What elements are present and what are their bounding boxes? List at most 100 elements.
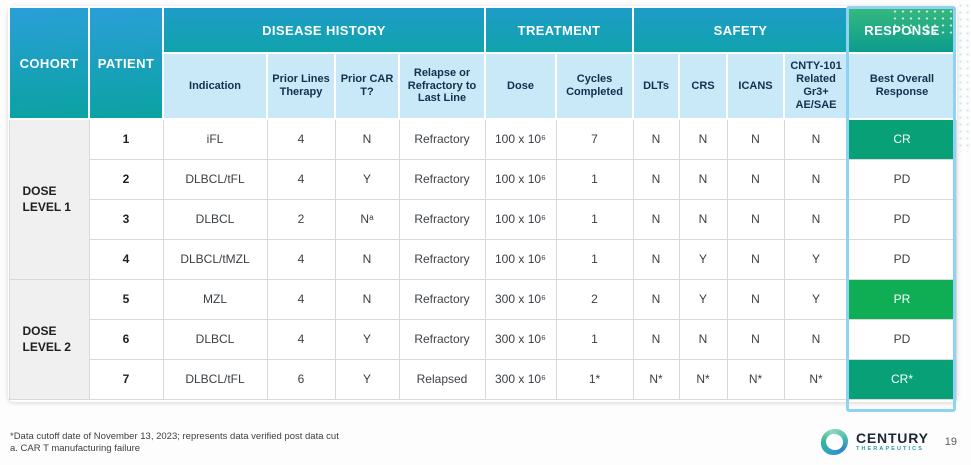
cell-indication: DLBCL <box>162 198 268 240</box>
cell-prior-cart: N <box>334 238 400 280</box>
col-header-cycles: Cycles Completed <box>554 52 635 120</box>
table-row: 3 DLBCL 2 Nᵃ Refractory 100 x 10⁶ 1 N N … <box>9 198 957 240</box>
cell-crs: N <box>678 118 728 160</box>
cell-cnty: Y <box>783 278 849 320</box>
table-row: 7 DLBCL/tFL 6 Y Relapsed 300 x 10⁶ 1* N*… <box>9 358 957 400</box>
cell-indication: DLBCL/tFL <box>162 158 268 200</box>
cell-dose: 300 x 10⁶ <box>484 278 557 320</box>
col-header-prior-lines: Prior Lines Therapy <box>266 52 336 120</box>
cell-icans: N <box>726 158 785 200</box>
cell-patient: 7 <box>88 358 164 400</box>
cell-cnty: N* <box>783 358 849 400</box>
cell-dlts: N <box>632 198 680 240</box>
col-header-crs: CRS <box>678 52 729 120</box>
cell-response: PD <box>847 198 957 240</box>
cell-prior-cart: Nᵃ <box>334 198 400 240</box>
cell-dose: 100 x 10⁶ <box>484 118 557 160</box>
cell-dlts: N* <box>632 358 680 400</box>
cell-cycles: 1 <box>555 238 634 280</box>
cell-prior-lines: 4 <box>266 278 336 320</box>
cell-dose: 300 x 10⁶ <box>484 358 557 400</box>
cell-cycles: 1 <box>555 318 634 360</box>
cell-patient: 3 <box>88 198 164 240</box>
cell-prior-cart: Y <box>334 358 400 400</box>
col-header-dose: Dose <box>484 52 557 120</box>
cell-icans: N <box>726 118 785 160</box>
patient-data-table: COHORT PATIENT DISEASE HISTORY TREATMENT… <box>8 6 958 400</box>
cell-indication: DLBCL/tMZL <box>162 238 268 280</box>
cell-cnty: N <box>783 198 849 240</box>
cell-relapse: Relapsed <box>398 358 486 400</box>
col-header-indication: Indication <box>162 52 268 120</box>
cell-cnty: Y <box>783 238 849 280</box>
logo-name: CENTURY <box>856 430 929 447</box>
group-header-response: RESPONSE <box>847 6 958 54</box>
cell-icans: N <box>726 278 785 320</box>
cell-prior-lines: 2 <box>266 198 336 240</box>
cell-relapse: Refractory <box>398 158 486 200</box>
col-header-patient: PATIENT <box>88 6 164 120</box>
group-header-disease-history: DISEASE HISTORY <box>162 6 486 54</box>
col-header-icans: ICANS <box>726 52 786 120</box>
cell-dlts: N <box>632 278 680 320</box>
col-header-best-overall: Best Overall Response <box>847 52 958 120</box>
cell-crs: N* <box>678 358 728 400</box>
col-header-relapse: Relapse or Refractory to Last Line <box>398 52 486 120</box>
cohort-label-dose-level-2: DOSE LEVEL 2 <box>8 278 90 400</box>
table-row: DOSE LEVEL 1 1 iFL 4 N Refractory 100 x … <box>8 118 957 280</box>
cell-response: CR <box>847 118 957 160</box>
page-number: 19 <box>944 436 957 448</box>
cell-dlts: N <box>632 158 680 200</box>
col-header-cohort: COHORT <box>8 6 90 120</box>
cell-patient: 6 <box>88 318 164 360</box>
cell-dose: 100 x 10⁶ <box>484 198 557 240</box>
cell-prior-lines: 4 <box>266 158 336 200</box>
cell-cnty: N <box>783 118 849 160</box>
table-row: 4 DLBCL/tMZL 4 N Refractory 100 x 10⁶ 1 … <box>9 238 957 280</box>
patient-data-table-card: COHORT PATIENT DISEASE HISTORY TREATMENT… <box>8 6 958 412</box>
cell-indication: DLBCL <box>162 318 268 360</box>
table-row: 2 DLBCL/tFL 4 Y Refractory 100 x 10⁶ 1 N… <box>9 158 957 200</box>
cell-dlts: N <box>632 118 680 160</box>
cell-cnty: N <box>783 318 849 360</box>
cell-dose: 300 x 10⁶ <box>484 318 557 360</box>
cell-patient: 4 <box>88 238 164 280</box>
cell-indication: MZL <box>162 278 268 320</box>
cell-patient: 1 <box>88 118 164 160</box>
cell-indication: iFL <box>162 118 268 160</box>
cell-cnty: N <box>783 158 849 200</box>
cell-cycles: 2 <box>555 278 634 320</box>
cell-prior-cart: Y <box>334 158 400 200</box>
cohort-label-dose-level-1: DOSE LEVEL 1 <box>8 118 90 280</box>
cell-response: PD <box>847 158 957 200</box>
brand-footer: CENTURY THERAPEUTICS 19 <box>821 429 957 455</box>
cell-prior-lines: 4 <box>266 318 336 360</box>
cell-response: PR <box>847 278 957 320</box>
col-header-cnty: CNTY-101 Related Gr3+ AE/SAE <box>783 52 850 120</box>
cell-crs: Y <box>678 278 728 320</box>
cell-icans: N* <box>726 358 785 400</box>
col-header-prior-cart: Prior CAR T? <box>334 52 400 120</box>
cell-prior-cart: Y <box>334 318 400 360</box>
table-row: DOSE LEVEL 2 5 MZL 4 N Refractory 300 x … <box>8 278 957 400</box>
century-logo-text: CENTURY THERAPEUTICS <box>856 431 929 453</box>
dots-decoration <box>891 9 955 34</box>
cell-dose: 100 x 10⁶ <box>484 238 557 280</box>
cell-prior-lines: 6 <box>266 358 336 400</box>
cell-response: PD <box>847 318 957 360</box>
cell-cycles: 7 <box>555 118 634 160</box>
footnote-car-t: a. CAR T manufacturing failure <box>10 443 141 455</box>
cell-dlts: N <box>632 318 680 360</box>
cell-prior-cart: N <box>334 118 400 160</box>
logo-subtitle: THERAPEUTICS <box>856 446 924 453</box>
cell-icans: N <box>726 238 785 280</box>
cell-prior-lines: 4 <box>266 118 336 160</box>
group-header-safety: SAFETY <box>632 6 850 54</box>
cell-relapse: Refractory <box>398 318 486 360</box>
cell-crs: Y <box>678 238 728 280</box>
table-row: 6 DLBCL 4 Y Refractory 300 x 10⁶ 1 N N N… <box>9 318 957 360</box>
col-header-dlts: DLTs <box>632 52 681 120</box>
cell-crs: N <box>678 198 728 240</box>
cell-patient: 2 <box>88 158 164 200</box>
